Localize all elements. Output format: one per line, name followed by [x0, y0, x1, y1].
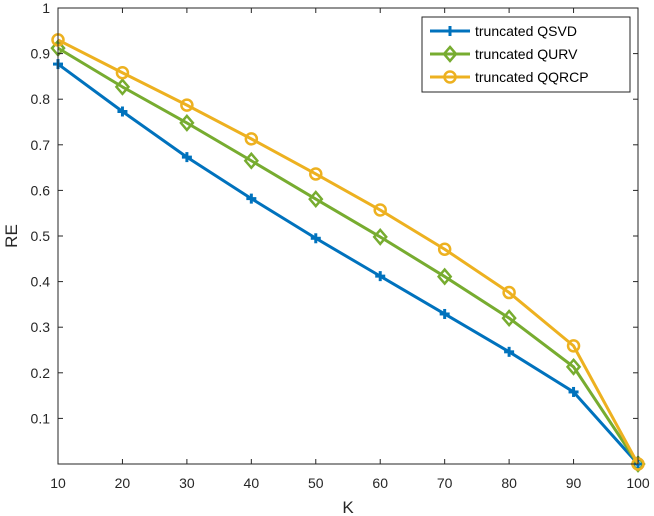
legend: truncated QSVD truncated QURV truncated … — [421, 16, 631, 93]
legend-marker-qsvd — [445, 26, 455, 36]
data-point — [372, 227, 388, 246]
data-point — [568, 386, 579, 397]
series-layer — [50, 33, 646, 473]
data-point — [243, 151, 259, 170]
data-point — [310, 233, 321, 244]
data-point — [504, 346, 515, 357]
x-tick-label: 10 — [50, 475, 66, 491]
data-point — [566, 339, 581, 353]
legend-label-qurv: truncated QURV — [475, 46, 578, 62]
legend-marker — [445, 26, 455, 36]
data-point — [246, 193, 257, 204]
data-point — [180, 98, 194, 112]
series-line — [57, 46, 640, 465]
x-tick-label: 60 — [372, 475, 388, 491]
data-point — [309, 167, 323, 181]
series-1 — [50, 39, 646, 473]
x-tick-label: 90 — [566, 475, 582, 491]
data-point — [375, 271, 386, 282]
y-tick-label: 0.9 — [31, 46, 51, 62]
legend-marker-qqrcp — [443, 70, 457, 84]
x-tick-label: 80 — [501, 475, 517, 491]
data-point — [179, 113, 195, 132]
y-tick-label: 0.2 — [31, 365, 51, 381]
y-tick-label: 0.3 — [31, 319, 51, 335]
y-tick-label: 1 — [42, 0, 50, 16]
data-point — [501, 309, 517, 328]
y-tick-label: 0.4 — [31, 274, 51, 290]
data-point — [181, 152, 192, 163]
legend-label-qsvd: truncated QSVD — [475, 23, 577, 39]
data-point — [117, 106, 128, 117]
x-tick-label: 100 — [626, 475, 650, 491]
y-tick-label: 0.8 — [31, 91, 51, 107]
axis-ticks: 10 20 30 40 50 60 70 80 90 100 0.1 0.2 0.3 0.4 0.5 0.6 0… — [31, 0, 650, 491]
x-axis-title: K — [342, 498, 354, 516]
y-tick-label: 0.1 — [31, 410, 51, 426]
legend-marker — [442, 45, 458, 63]
data-point — [373, 203, 387, 217]
data-point — [439, 308, 450, 319]
data-point — [244, 132, 259, 146]
y-tick-label: 0.7 — [31, 137, 51, 153]
x-tick-label: 50 — [308, 475, 324, 491]
data-point — [308, 190, 324, 208]
series-line — [57, 62, 640, 466]
data-point — [437, 242, 452, 256]
legend-entry-qqrcp: truncated QQRCP — [430, 69, 589, 85]
y-tick-label: 0.6 — [31, 182, 51, 198]
legend-entry-qsvd: truncated QSVD — [430, 23, 577, 39]
x-tick-label: 30 — [179, 475, 195, 491]
legend-marker-qurv — [442, 45, 458, 63]
series-line — [57, 38, 640, 465]
data-point — [114, 77, 131, 96]
legend-marker — [443, 70, 457, 84]
data-point — [115, 66, 130, 80]
legend-entry-qurv: truncated QURV — [430, 45, 578, 63]
data-point — [502, 285, 516, 300]
data-point — [565, 357, 582, 376]
legend-label-qqrcp: truncated QQRCP — [475, 69, 589, 85]
y-axis-title: RE — [2, 224, 21, 248]
y-tick-label: 0.5 — [31, 228, 51, 244]
data-point — [437, 267, 453, 286]
x-tick-label: 40 — [244, 475, 260, 491]
x-tick-label: 70 — [437, 475, 453, 491]
series-2 — [51, 33, 645, 471]
x-tick-label: 20 — [115, 475, 131, 491]
